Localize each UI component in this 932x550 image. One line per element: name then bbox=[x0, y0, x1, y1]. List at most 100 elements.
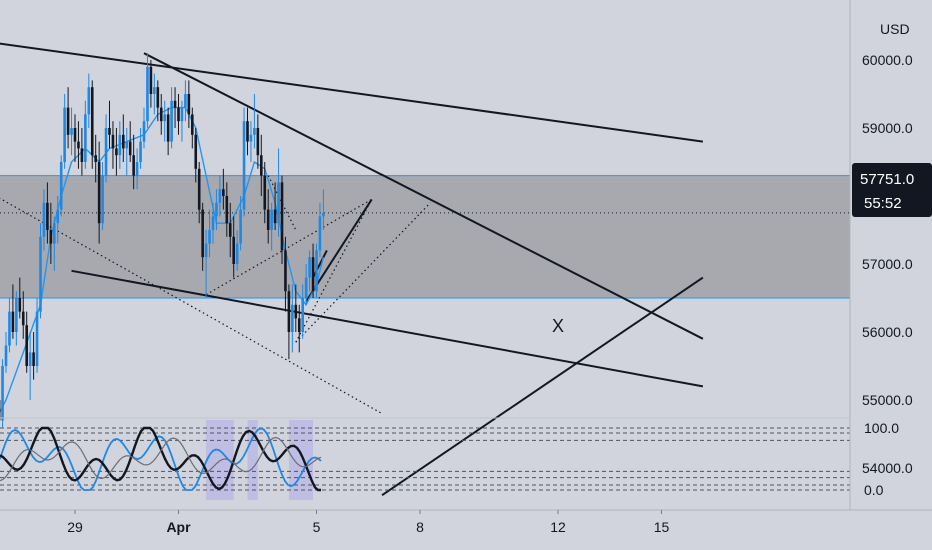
candle bbox=[63, 94, 66, 169]
candle bbox=[222, 168, 225, 210]
candle-body bbox=[239, 209, 242, 244]
candle bbox=[87, 73, 91, 128]
candle bbox=[28, 332, 32, 400]
candle-body bbox=[153, 87, 156, 94]
candle bbox=[191, 107, 194, 149]
candle-body bbox=[73, 128, 77, 142]
candle-body bbox=[118, 134, 122, 156]
candle-body bbox=[84, 114, 87, 162]
candle-body bbox=[294, 304, 298, 319]
candle bbox=[249, 121, 253, 162]
candle bbox=[304, 264, 308, 305]
candles[interactable] bbox=[0, 53, 325, 468]
last-price-value: 57751.0 bbox=[860, 171, 914, 188]
candle-body bbox=[315, 250, 318, 292]
time-tick-label: 12 bbox=[550, 519, 566, 535]
candle-body bbox=[280, 182, 284, 251]
candle bbox=[122, 114, 125, 162]
candle bbox=[177, 94, 180, 135]
candle-body bbox=[266, 209, 270, 230]
candle bbox=[135, 148, 139, 190]
candle bbox=[170, 87, 173, 149]
candle-body bbox=[318, 216, 322, 251]
candle-body bbox=[135, 162, 139, 176]
candle bbox=[125, 128, 129, 176]
candle-body bbox=[187, 94, 191, 115]
candle-body bbox=[122, 134, 125, 149]
oscillator-highlight bbox=[247, 420, 258, 500]
candle-body bbox=[173, 100, 177, 108]
candle-body bbox=[204, 243, 208, 258]
candle-body bbox=[256, 128, 260, 156]
trendline-9 bbox=[267, 175, 297, 231]
time-tick-label: 5 bbox=[313, 519, 321, 535]
candle-body bbox=[163, 114, 166, 122]
candle bbox=[11, 284, 15, 339]
oscillator-k-line bbox=[0, 427, 322, 491]
candle bbox=[242, 107, 246, 217]
candle-body bbox=[1, 366, 4, 421]
candle bbox=[266, 189, 270, 244]
price-tick-label: 55000.0 bbox=[862, 392, 913, 408]
candle bbox=[115, 128, 118, 176]
candle-body bbox=[277, 182, 280, 224]
candle bbox=[101, 162, 104, 230]
candle-body bbox=[70, 128, 73, 135]
candle-body bbox=[8, 311, 11, 346]
candle-body bbox=[211, 216, 215, 230]
oscillator-d-line bbox=[0, 426, 321, 492]
candle-body bbox=[177, 107, 180, 122]
price-tick-label: 54000.0 bbox=[862, 460, 913, 476]
candle bbox=[239, 196, 242, 251]
candle bbox=[287, 284, 291, 360]
candle-body bbox=[108, 128, 111, 135]
oscillator-pane bbox=[0, 420, 850, 500]
candle bbox=[301, 284, 304, 339]
candle bbox=[49, 202, 53, 264]
candle bbox=[208, 209, 211, 258]
candle bbox=[8, 298, 11, 353]
candle-body bbox=[142, 121, 146, 142]
candle bbox=[166, 107, 170, 156]
candle-body bbox=[194, 134, 198, 169]
candle-body bbox=[270, 209, 273, 230]
candle-body bbox=[128, 141, 132, 156]
candle-body bbox=[287, 291, 291, 332]
candle bbox=[15, 291, 18, 346]
candle bbox=[1, 359, 4, 428]
candle bbox=[84, 100, 87, 169]
candle bbox=[111, 121, 115, 169]
candle-body bbox=[97, 162, 101, 224]
candle bbox=[228, 202, 232, 258]
candle-body bbox=[291, 304, 294, 332]
candle-body bbox=[49, 230, 53, 244]
trendline-6 bbox=[205, 198, 372, 296]
candle bbox=[90, 80, 94, 169]
candle-body bbox=[32, 352, 35, 366]
candle-body bbox=[94, 155, 97, 162]
candle bbox=[180, 100, 184, 142]
candle-body bbox=[246, 121, 249, 142]
candle-body bbox=[218, 189, 222, 203]
candle-body bbox=[90, 87, 94, 156]
candle-body bbox=[87, 87, 91, 115]
candle bbox=[318, 202, 322, 258]
time-axis[interactable]: 29 Apr 5 8 12 15 bbox=[67, 510, 669, 535]
candle-body bbox=[149, 66, 153, 94]
candle bbox=[42, 189, 46, 251]
candle bbox=[184, 80, 187, 122]
candle bbox=[39, 223, 42, 319]
trendline-3 bbox=[71, 269, 704, 388]
candle bbox=[235, 230, 239, 271]
candle bbox=[149, 60, 153, 108]
candle bbox=[225, 182, 229, 237]
candle-body bbox=[301, 298, 304, 332]
candle bbox=[173, 87, 177, 128]
last-price-badge bbox=[852, 163, 932, 217]
candle bbox=[218, 175, 222, 217]
candle bbox=[315, 243, 318, 298]
bar-countdown: 55:52 bbox=[864, 195, 902, 212]
candle bbox=[163, 100, 166, 142]
